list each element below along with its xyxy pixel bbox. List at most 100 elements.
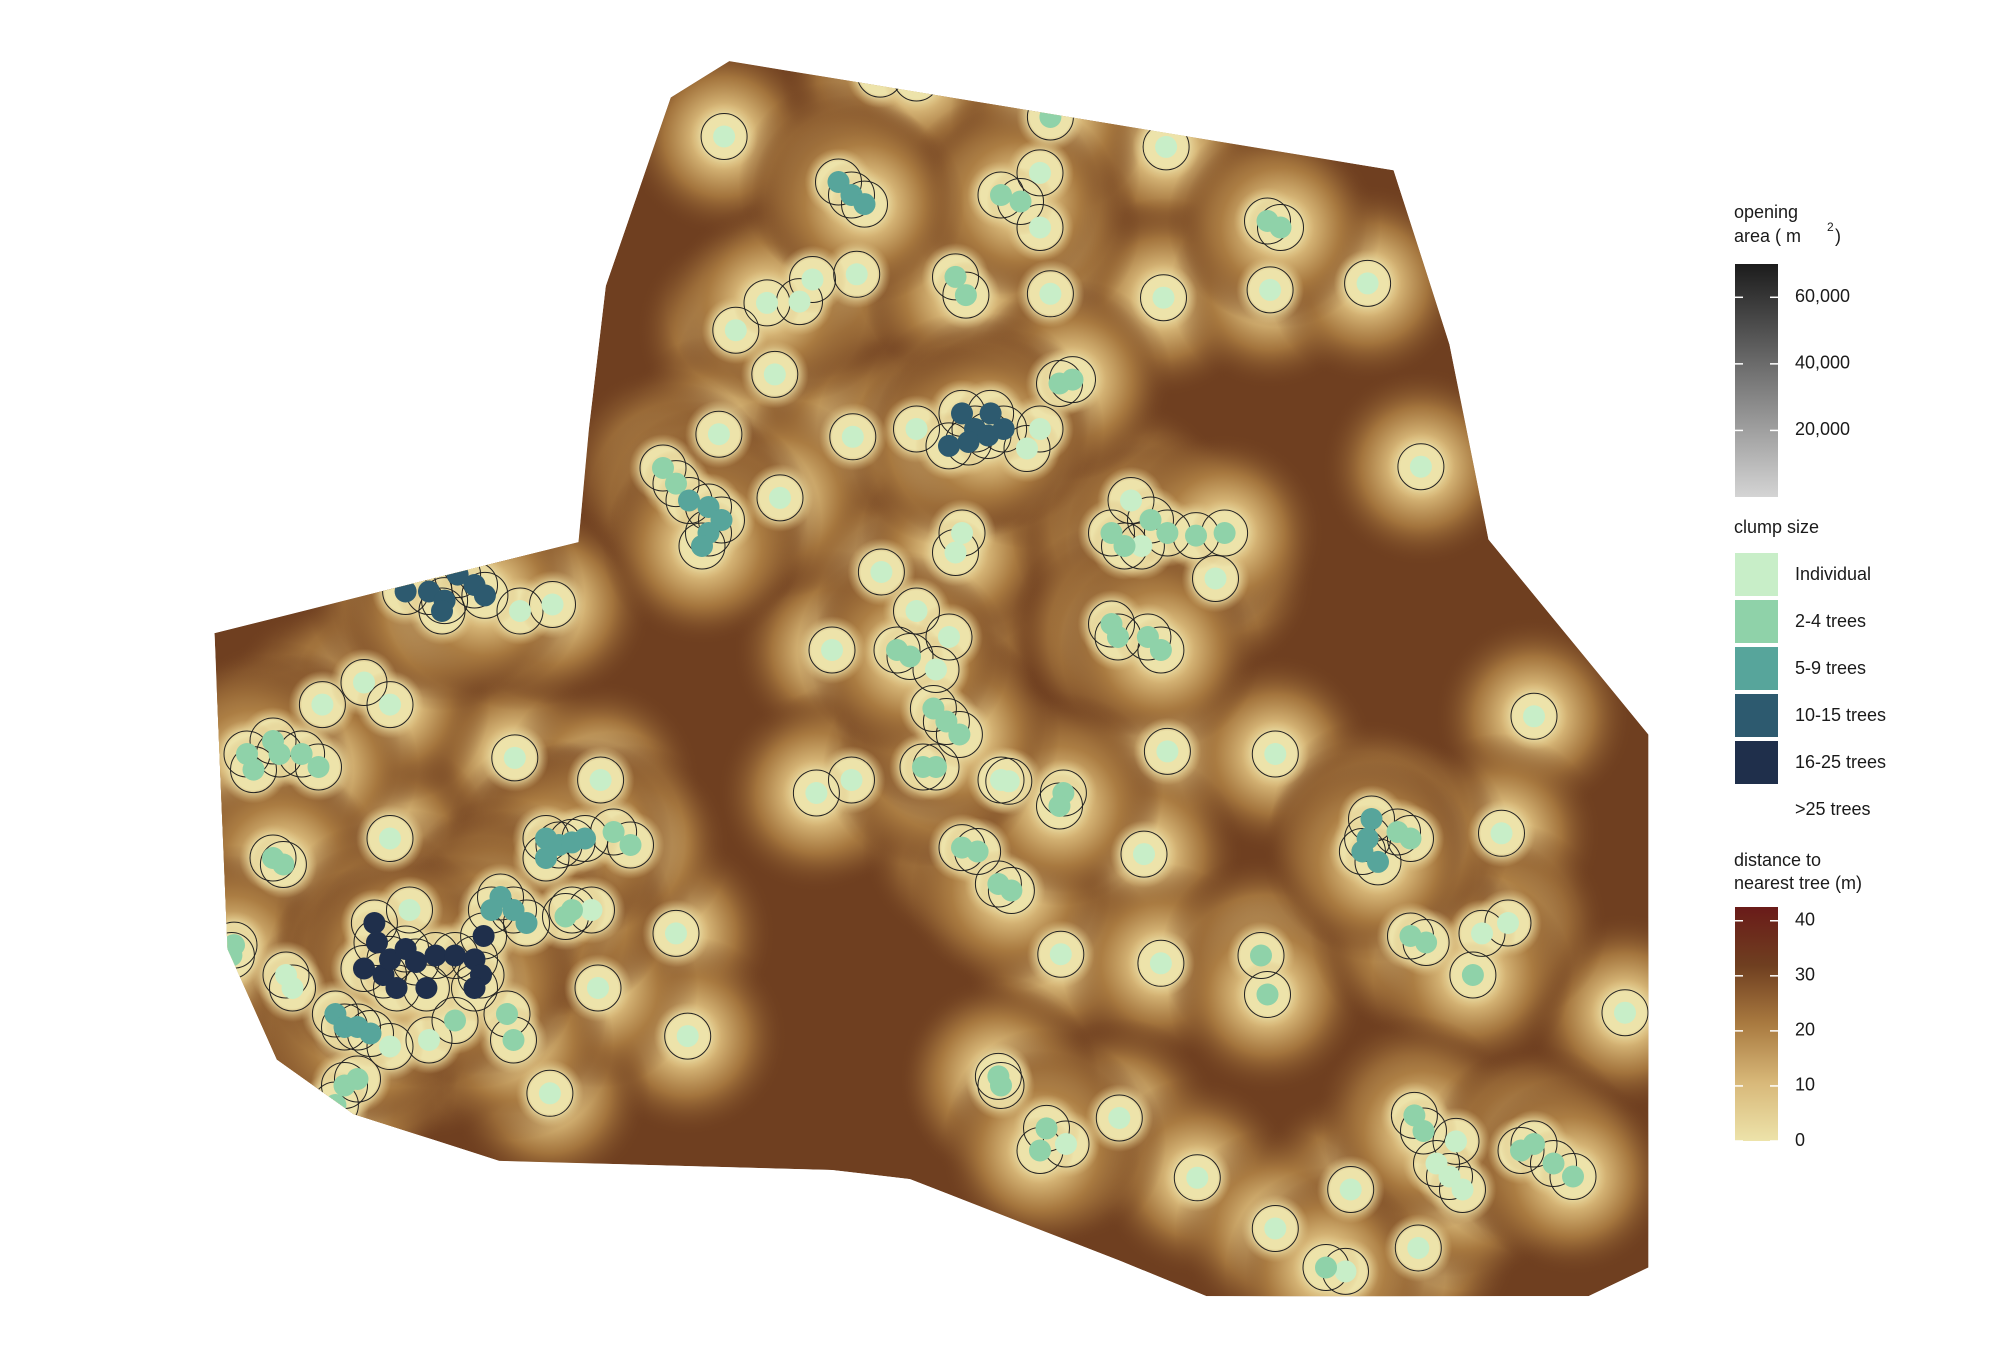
tree [925, 658, 947, 681]
tree [580, 899, 603, 921]
opening-outline [1344, 259, 1392, 307]
tree [1029, 418, 1051, 440]
opening-outline [1327, 1166, 1375, 1213]
tree [869, 63, 892, 86]
opening-outline [1137, 626, 1185, 674]
tree [1061, 368, 1084, 391]
opening-outline [1237, 932, 1285, 979]
opening-outline [1390, 1091, 1438, 1139]
tree [541, 593, 564, 616]
opening-outline [1426, 1153, 1473, 1200]
opening-outline [815, 158, 862, 206]
tree [1055, 1133, 1077, 1155]
tree [1120, 489, 1142, 512]
opening-outline [1192, 555, 1239, 602]
tree [324, 1094, 347, 1116]
tree [1156, 740, 1179, 763]
tree [1139, 509, 1162, 531]
tree [574, 827, 596, 850]
tree [665, 472, 687, 495]
tree [363, 912, 386, 934]
tree [242, 758, 265, 781]
tree [652, 457, 674, 479]
tree [290, 743, 313, 765]
tree [346, 1068, 369, 1090]
opening-outline [912, 646, 960, 693]
opening-outline [712, 306, 760, 354]
opening-outline [942, 271, 990, 319]
opening-outline [1601, 989, 1649, 1037]
opening-outline [792, 769, 840, 817]
tree [1339, 1178, 1362, 1201]
tree [938, 434, 960, 457]
opening-outline [1003, 425, 1051, 472]
tree [990, 769, 1012, 791]
legend-label: 5-9 trees [1795, 658, 1866, 678]
legend: opening area ( m 2 ) clump size distance… [1734, 202, 1886, 1150]
tree [1149, 639, 1172, 661]
tree [1490, 822, 1513, 845]
colorbar-tick-label: 40,000 [1795, 353, 1850, 373]
tree [1360, 808, 1383, 830]
tree [805, 782, 828, 804]
opening-outline [828, 756, 875, 804]
tree [1445, 1130, 1467, 1153]
tree [665, 922, 687, 945]
tree [418, 1029, 440, 1051]
tree [1029, 161, 1051, 184]
tree [220, 944, 243, 967]
tree [905, 600, 928, 622]
tree [1185, 524, 1207, 547]
opening-outline [334, 1055, 381, 1103]
opening-outline [1037, 930, 1085, 978]
tree [602, 821, 625, 843]
tree [1264, 743, 1287, 765]
tree [769, 486, 791, 509]
tree [951, 522, 973, 544]
opening-outline [461, 571, 509, 619]
tree [1259, 278, 1282, 301]
tree [1149, 952, 1172, 975]
opening-outline [526, 1069, 574, 1117]
legend-key [1735, 553, 1778, 596]
opening-outline [1251, 1205, 1299, 1252]
opening-outline [652, 460, 700, 508]
tree [359, 1022, 382, 1045]
opening-outline [259, 841, 307, 888]
opening-outline [1478, 809, 1525, 857]
tree [366, 931, 388, 954]
tree [841, 425, 864, 448]
opening-outline [1016, 204, 1064, 251]
opening-outline [1173, 1154, 1221, 1202]
tree [707, 423, 730, 446]
tree [966, 840, 989, 863]
opening-area-colorbar [1735, 264, 1778, 497]
opening-outline [1400, 1107, 1447, 1155]
opening-outline [1016, 149, 1064, 197]
opening-outline [1394, 1224, 1442, 1272]
opening-outline [1432, 1117, 1480, 1165]
tree [463, 977, 486, 999]
opening-outline [577, 756, 625, 804]
opening-outline [1549, 1153, 1597, 1200]
opening-outline [1026, 270, 1074, 318]
tree [1016, 437, 1038, 460]
tree [1152, 286, 1175, 309]
opening-outline [249, 717, 297, 765]
opening-outline [1338, 828, 1386, 875]
tree [1409, 455, 1432, 478]
opening-outline [909, 685, 957, 732]
tree [1334, 1260, 1357, 1283]
legend-key [1735, 694, 1778, 737]
tree [1356, 272, 1379, 295]
tree [379, 827, 401, 850]
tree [1113, 535, 1136, 557]
tree [1035, 1117, 1058, 1140]
tree [561, 899, 583, 921]
colorbar-tick-label: 20 [1795, 1020, 1815, 1040]
legend-title: opening [1734, 202, 1798, 222]
opening-outline [700, 113, 748, 160]
legend-title: ) [1835, 226, 1841, 246]
tree [925, 756, 947, 778]
